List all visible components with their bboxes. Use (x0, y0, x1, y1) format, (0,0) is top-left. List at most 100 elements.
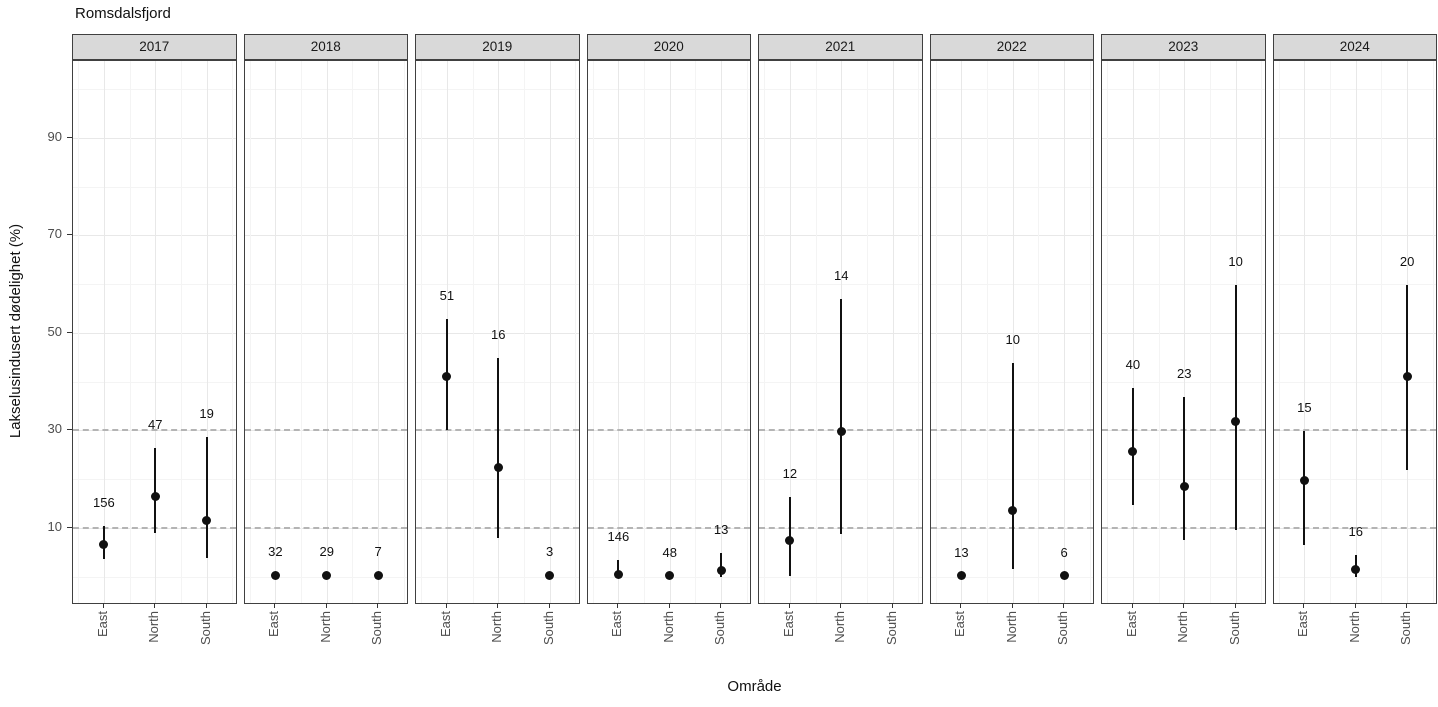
data-point (493, 462, 503, 472)
gridline-minor-v (1261, 61, 1263, 603)
x-tick-label-east: East (437, 611, 453, 638)
gridline-minor-h (1273, 186, 1436, 188)
gridline-major-v (1064, 61, 1066, 603)
errorbar (205, 436, 208, 559)
gridline-major-v (1355, 61, 1357, 603)
y-tick-label: 70 (47, 226, 62, 242)
gridline-minor-v (575, 61, 577, 603)
x-tick-label-east: East (952, 611, 968, 638)
gridline-minor-h (759, 284, 922, 286)
count-label: 16 (491, 326, 506, 342)
gridline-major-h (759, 235, 922, 237)
x-tick-mark (377, 603, 379, 608)
y-tick-label: 90 (47, 129, 62, 144)
x-tick-mark (102, 603, 104, 608)
reference-line-30 (587, 429, 750, 432)
facet-2021: 2021 12 14 East North South (758, 0, 923, 707)
gridline-minor-v (987, 61, 989, 603)
gridline-major-v (326, 61, 328, 603)
gridline-minor-v (935, 61, 937, 603)
data-point (1008, 506, 1018, 516)
x-tick-mark (1183, 603, 1185, 608)
errorbar (1303, 431, 1306, 545)
gridline-minor-v (421, 61, 423, 603)
x-tick-label-east: East (609, 611, 625, 638)
gridline-minor-h (930, 284, 1093, 286)
gridline-major-h (587, 235, 750, 237)
chart-title: Romsdalsfjord (75, 5, 171, 22)
data-point (1128, 446, 1138, 456)
gridline-minor-h (1273, 479, 1436, 481)
errorbar (1234, 284, 1237, 530)
count-label: 32 (268, 544, 283, 560)
x-tick-label-north: North (1003, 611, 1019, 643)
gridline-minor-h (587, 186, 750, 188)
gridline-minor-h (1273, 89, 1436, 91)
gridline-minor-h (759, 576, 922, 578)
count-label: 40 (1125, 357, 1141, 373)
data-point (1179, 482, 1189, 491)
facet-2024: 2024 15 16 20 East North South (1272, 0, 1437, 707)
gridline-minor-h (416, 576, 579, 578)
y-tick-mark (67, 331, 72, 333)
facet-panel: 32 29 7 (243, 60, 408, 604)
gridline-minor-h (1273, 284, 1436, 286)
gridline-minor-v (695, 61, 697, 603)
reference-line-30 (73, 429, 236, 432)
gridline-major-h (73, 138, 236, 139)
data-point (270, 570, 280, 580)
gridline-minor-v (1158, 61, 1160, 603)
gridline-major-v (275, 61, 277, 603)
x-tick-label-north: North (146, 611, 162, 643)
gridline-minor-h (1102, 381, 1265, 383)
gridline-minor-v (403, 61, 405, 603)
x-tick-label-north: North (1175, 611, 1191, 643)
data-point (150, 491, 160, 501)
y-tick-label: 50 (47, 323, 62, 339)
x-tick-label-east: East (266, 611, 282, 638)
x-tick-mark (720, 603, 722, 608)
gridline-minor-h (587, 89, 750, 91)
facet-strip: 2022 (929, 34, 1094, 60)
gridline-major-h (587, 138, 750, 139)
facet-strip: 2018 (243, 34, 408, 60)
gridline-minor-v (1381, 61, 1383, 603)
gridline-minor-v (249, 61, 251, 603)
data-point (1299, 475, 1309, 485)
count-label: 10 (1005, 332, 1020, 348)
gridline-minor-h (1102, 576, 1265, 578)
x-tick-mark (497, 603, 499, 608)
gridline-minor-v (1107, 61, 1109, 603)
facet-panel: 156 47 19 (72, 60, 237, 604)
reference-line-10 (1273, 526, 1436, 529)
gridline-major-h (930, 332, 1093, 334)
gridline-minor-h (416, 89, 579, 91)
data-point (322, 570, 332, 580)
gridline-minor-h (1102, 186, 1265, 188)
y-tick-mark (67, 137, 72, 138)
y-tick-label: 10 (47, 518, 62, 534)
y-tick-label: 30 (47, 421, 62, 437)
data-point (545, 570, 555, 580)
gridline-major-v (103, 61, 105, 603)
gridline-major-v (1184, 61, 1186, 603)
x-tick-label-south: South (1055, 611, 1071, 645)
gridline-major-h (1102, 332, 1265, 334)
gridline-major-v (378, 61, 380, 603)
gridline-minor-v (78, 61, 80, 603)
gridline-major-h (1273, 235, 1436, 237)
gridline-minor-v (746, 61, 748, 603)
gridline-minor-v (1038, 61, 1040, 603)
x-tick-mark (325, 603, 327, 608)
gridline-major-v (961, 61, 963, 603)
reference-line-30 (244, 429, 407, 432)
x-tick-mark (1011, 603, 1013, 608)
data-point (613, 569, 623, 579)
data-point (373, 570, 383, 580)
gridline-minor-h (930, 186, 1093, 188)
gridline-major-h (244, 235, 407, 237)
gridline-major-h (416, 138, 579, 139)
x-tick-mark (788, 603, 790, 608)
x-tick-label-east: East (1123, 611, 1139, 638)
data-point (1059, 571, 1069, 581)
